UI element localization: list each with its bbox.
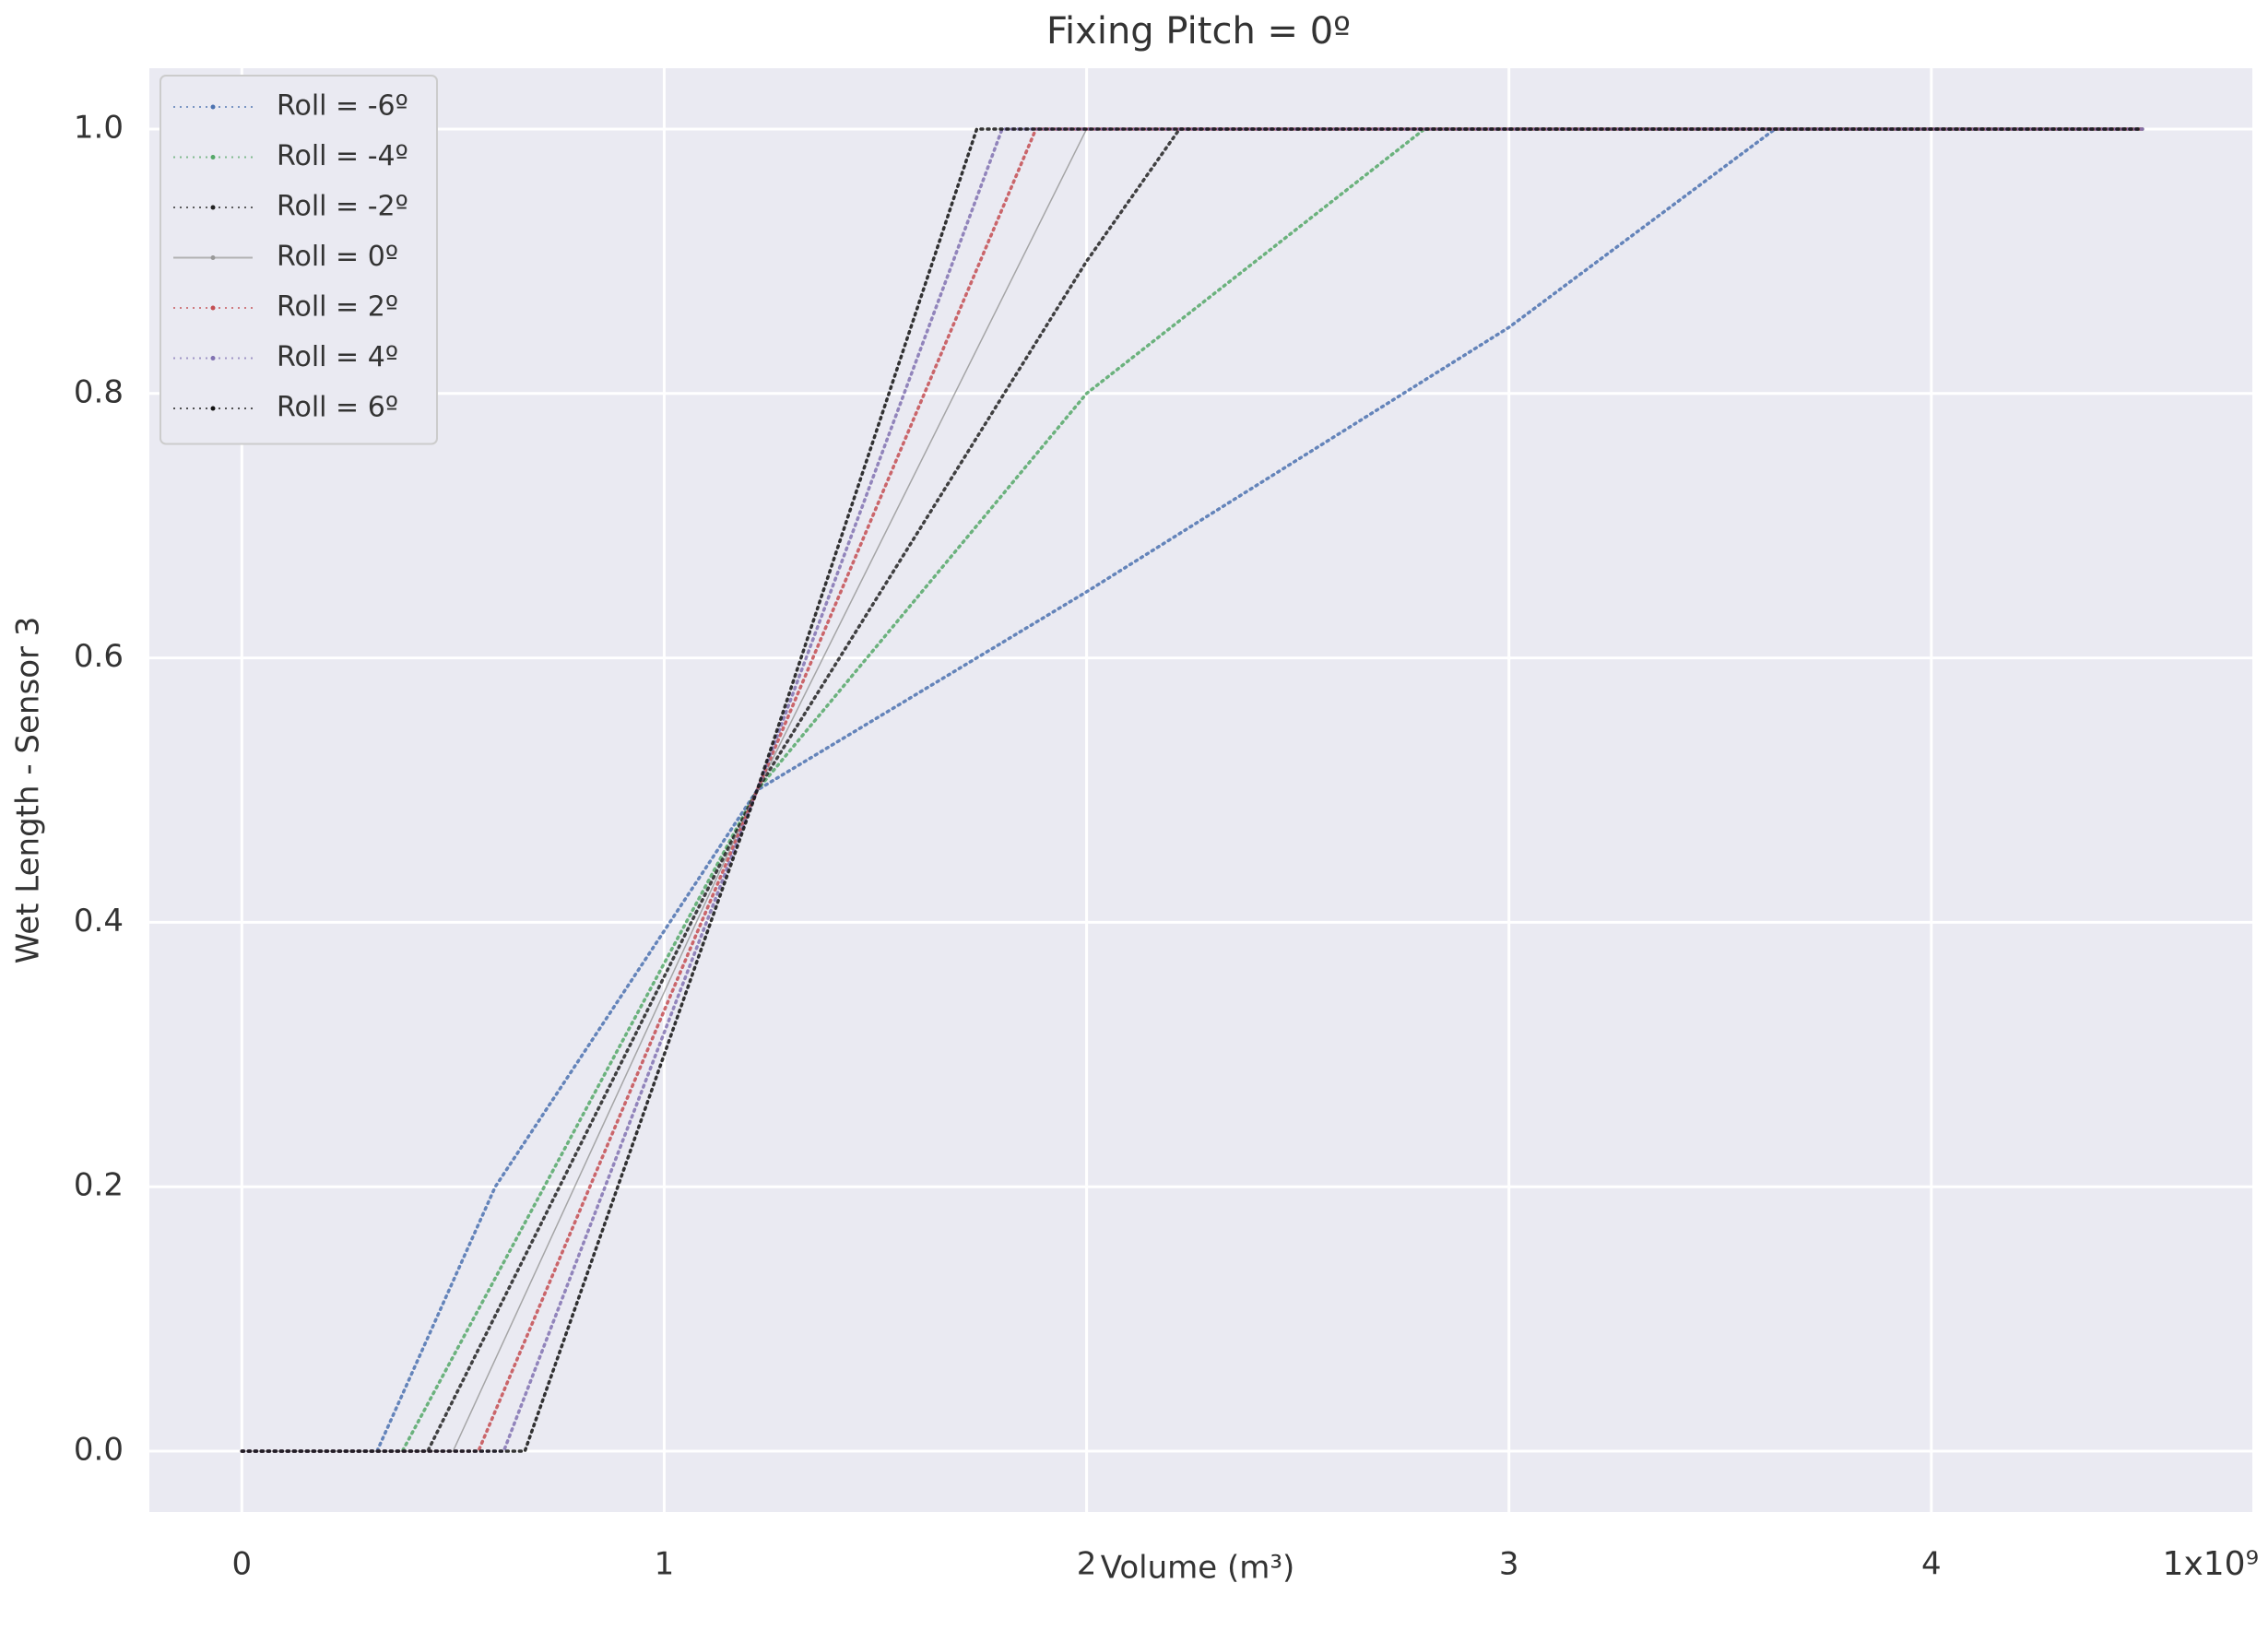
legend-marker xyxy=(210,104,216,110)
legend-marker xyxy=(210,406,216,411)
series-line xyxy=(240,127,2144,1453)
legend-label: Roll = 4º xyxy=(277,341,398,373)
y-tick-label: 1.0 xyxy=(74,109,124,146)
legend-marker xyxy=(210,155,216,159)
y-tick-label: 0.2 xyxy=(74,1167,124,1204)
y-tick-label: 0.0 xyxy=(74,1432,124,1469)
legend-marker xyxy=(210,205,216,210)
x-offset-label: 1x10⁹ xyxy=(2163,1545,2259,1583)
series-line xyxy=(240,127,2144,1453)
x-axis-label: Volume (m³) xyxy=(1101,1550,1295,1587)
y-tick-label: 0.8 xyxy=(74,373,124,410)
plot-background xyxy=(149,68,2252,1512)
y-axis-label: Wet Length - Sensor 3 xyxy=(10,617,47,964)
legend-label: Roll = 6º xyxy=(277,392,398,424)
legend-label: Roll = -2º xyxy=(277,191,408,223)
legend-label: Roll = 2º xyxy=(277,291,398,324)
chart-title: Fixing Pitch = 0º xyxy=(1046,10,1351,53)
legend-label: Roll = -4º xyxy=(277,140,408,172)
y-tick-label: 0.6 xyxy=(74,638,124,675)
legend-marker xyxy=(210,305,216,311)
legend-label: Roll = 0º xyxy=(277,241,398,273)
y-tick-label: 0.4 xyxy=(74,903,124,939)
legend-label: Roll = -6º xyxy=(277,90,408,123)
x-tick-label: 0 xyxy=(232,1546,253,1583)
legend-marker xyxy=(210,356,216,360)
x-tick-label: 1 xyxy=(655,1546,675,1583)
legend-marker xyxy=(210,255,216,260)
x-tick-label: 2 xyxy=(1077,1546,1097,1583)
legend-box xyxy=(159,75,438,445)
x-tick-label: 4 xyxy=(1921,1546,1942,1583)
x-tick-label: 3 xyxy=(1499,1546,1519,1583)
